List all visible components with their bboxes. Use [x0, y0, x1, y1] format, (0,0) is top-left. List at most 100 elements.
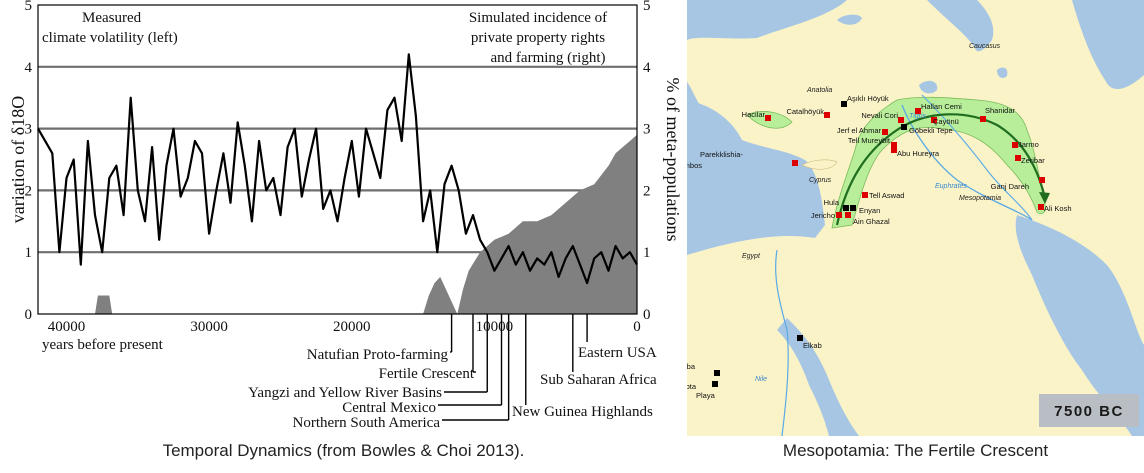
climate-volatility-line [37, 53, 638, 285]
site-label-hula: Hula [824, 198, 840, 207]
red-sea [777, 318, 859, 436]
persian-gulf [1015, 215, 1144, 436]
callout-label-0: Natufian Proto-farming [307, 347, 449, 363]
site-marker-a-kl-h-y-k [841, 101, 847, 107]
region-label-anatolia: Anatolia [806, 87, 832, 94]
site-marker-nevali-cori [898, 117, 904, 123]
caspian-sea-north [927, 0, 994, 52]
callout-label-5: New Guinea Highlands [512, 404, 653, 420]
site-marker-tell-mureybit [891, 142, 897, 148]
year-badge-background [1039, 394, 1139, 427]
site-label-ain-ghazal: Ain Ghazal [853, 217, 890, 226]
y-tick-left-3: 3 [25, 122, 33, 138]
site-label-abu-hureyra: Abu Hureyra [897, 149, 940, 158]
region-label-caucasus: Caucasus [969, 43, 1001, 50]
region-label-mesopotamia: Mesopotamia [959, 195, 1001, 202]
site-marker-shillourokambos [792, 160, 798, 166]
right-title-line-0: Simulated incidence of [469, 10, 607, 26]
site-label-catalh-y-k: Catalhöyük [786, 107, 824, 116]
y-tick-right-4: 4 [643, 60, 651, 76]
site-label-shanidar: Shanidar [985, 106, 1016, 115]
site-marker-hacilar [765, 115, 771, 121]
site-marker-ganj-dareh [1039, 177, 1045, 183]
site-label-enyan: Enyan [859, 206, 880, 215]
site-marker-hallan-cemi [915, 108, 921, 114]
site-label-hallan-cemi: Hallan Cemi [921, 102, 962, 111]
site-label-a-kl-h-y-k: Aşıklı Höyük [847, 94, 889, 103]
x-tick-30000: 30000 [190, 319, 228, 335]
y-tick-left-5: 5 [25, 0, 33, 14]
site-marker-bir-kiseiba [714, 370, 720, 376]
site-marker-ali-kosh [1038, 204, 1044, 210]
site-marker-jarmo [1012, 142, 1018, 148]
right-title-line-2: and farming (right) [491, 50, 606, 66]
x-axis-label: years before present [42, 337, 164, 353]
site-marker-enyan [850, 205, 856, 211]
region-label-egypt: Egypt [742, 253, 761, 260]
y-axis-label-left: variation of δ18O [8, 96, 28, 223]
site-label-parekklishia-: Parekklishia- [700, 150, 743, 159]
site-marker-jerf-el-ahmar [882, 129, 888, 135]
site-label-zeribar: Zeribar [1021, 156, 1045, 165]
crescent-arrow [835, 113, 1047, 226]
caspian-sea [1072, 0, 1144, 90]
right-title-line-1: private property rights [471, 30, 605, 46]
site-label-tell-mureybit: Tell Mureybit [848, 136, 891, 145]
y-tick-left-1: 1 [25, 245, 33, 261]
x-tick-40000: 40000 [48, 319, 86, 335]
site-marker-g-bekli-tepe [901, 124, 907, 130]
left-title-line-1: climate volatility (left) [42, 30, 178, 46]
site-marker-tell-aswad [862, 192, 868, 198]
x-tick-0: 0 [633, 319, 641, 335]
site-marker-catalh-y-k [824, 112, 830, 118]
site-label-nevali-cori: Nevali Cori [861, 111, 898, 120]
black-sea [687, 0, 847, 40]
tigris-river [921, 94, 1033, 221]
site-label-nabta: Nabta [687, 382, 697, 391]
region-label-euphrates: Euphrates [935, 183, 967, 190]
x-tick-20000: 20000 [333, 319, 371, 335]
crescent-arrowhead [1039, 192, 1050, 204]
site-label--ay-n-: Çayönü [933, 117, 959, 126]
left-title-line-0: Measured [82, 10, 142, 26]
callout-label-6: Sub Saharan Africa [540, 372, 657, 388]
site-marker-abu-hureyra [891, 147, 897, 153]
site-label-hacilar: Hacilar [742, 110, 766, 119]
plot-frame [37, 4, 638, 315]
fertile-crescent-map: Caucasus Anatolia Egypt Mesopotamia Euphrate… [687, 0, 1144, 436]
site-label-ganj-dareh: Ganj Dareh [991, 182, 1029, 191]
region-label-tigris: Tigris [909, 113, 927, 120]
y-axis-label-right: % of meta-populations [663, 78, 683, 242]
callout-label-7: Eastern USA [578, 345, 657, 361]
site-marker-jericho [836, 212, 842, 218]
y-tick-left-0: 0 [25, 307, 33, 323]
site-label-jerf-el-ahmar: Jerf el Ahmar [837, 126, 882, 135]
site-label-playa: Playa [696, 391, 716, 400]
y-tick-right-1: 1 [643, 245, 651, 261]
site-marker-hula [843, 205, 849, 211]
site-label-bir-kiseiba: Bir Kiseiba [687, 362, 696, 371]
euphrates-river [901, 104, 1033, 221]
x-tick-10000: 10000 [476, 319, 514, 335]
y-tick-left-4: 4 [25, 60, 33, 76]
site-label-tell-aswad: Tell Aswad [869, 191, 904, 200]
region-label-cyprus: Cyprus [809, 177, 832, 184]
site-marker-ain-ghazal [845, 212, 851, 218]
site-label-jericho: Jericho [811, 211, 835, 220]
farming-incidence-area [38, 134, 637, 314]
lake-van-west [837, 14, 862, 25]
cyprus-island [801, 159, 838, 170]
y-tick-right-5: 5 [643, 0, 651, 14]
left-caption: Temporal Dynamics (from Bowles & Choi 20… [162, 441, 525, 460]
year-badge: 7500 BC [1054, 403, 1124, 420]
site-label-g-bekli-tepe: Göbekli Tepe [909, 126, 953, 135]
site-marker-nabta [712, 381, 718, 387]
y-tick-right-3: 3 [643, 122, 651, 138]
lake-van [919, 80, 938, 94]
site-marker-zeribar [1015, 155, 1021, 161]
y-tick-left-2: 2 [25, 183, 33, 199]
y-tick-right-0: 0 [643, 307, 651, 323]
aegean-sea [687, 82, 707, 115]
right-caption: Mesopotamia: The Fertile Crescent [782, 441, 1049, 460]
